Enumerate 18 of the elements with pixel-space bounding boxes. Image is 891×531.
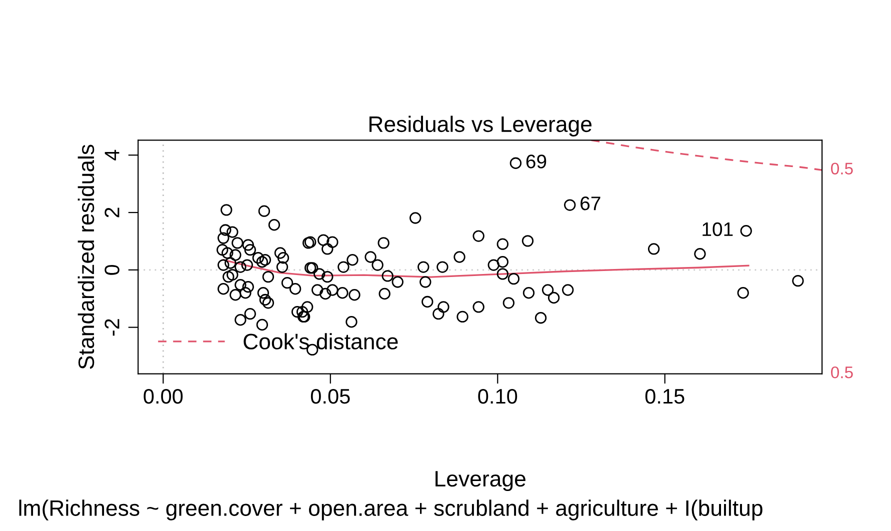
y-tick-label: 4 — [104, 150, 120, 160]
y-tick-label: 0 — [104, 264, 120, 275]
annotation: 0.5 — [831, 162, 853, 175]
y-tick-label: 2 — [104, 208, 120, 218]
chart-title: Residuals vs Leverage — [369, 116, 592, 136]
annotation: 69 — [526, 154, 546, 168]
annotation: 67 — [580, 196, 600, 210]
x-axis-title: Leverage — [436, 471, 526, 492]
x-tick-label: 0.05 — [310, 388, 350, 404]
legend-label: Cook's distance — [244, 333, 398, 350]
annotation: 101 — [702, 222, 733, 236]
x-tick-label: 0.15 — [645, 388, 684, 404]
x-tick-label: 0.10 — [478, 388, 518, 404]
x-tick-label: 0.00 — [144, 388, 183, 404]
y-axis-title: Standardized residuals — [78, 144, 94, 370]
text: lm(Richness ~ green.cover + open.area + scrubland + agriculture + I(builtup — [19, 500, 762, 520]
y-tick-label: -2 — [104, 319, 120, 336]
text: 0.5 — [831, 366, 853, 378]
